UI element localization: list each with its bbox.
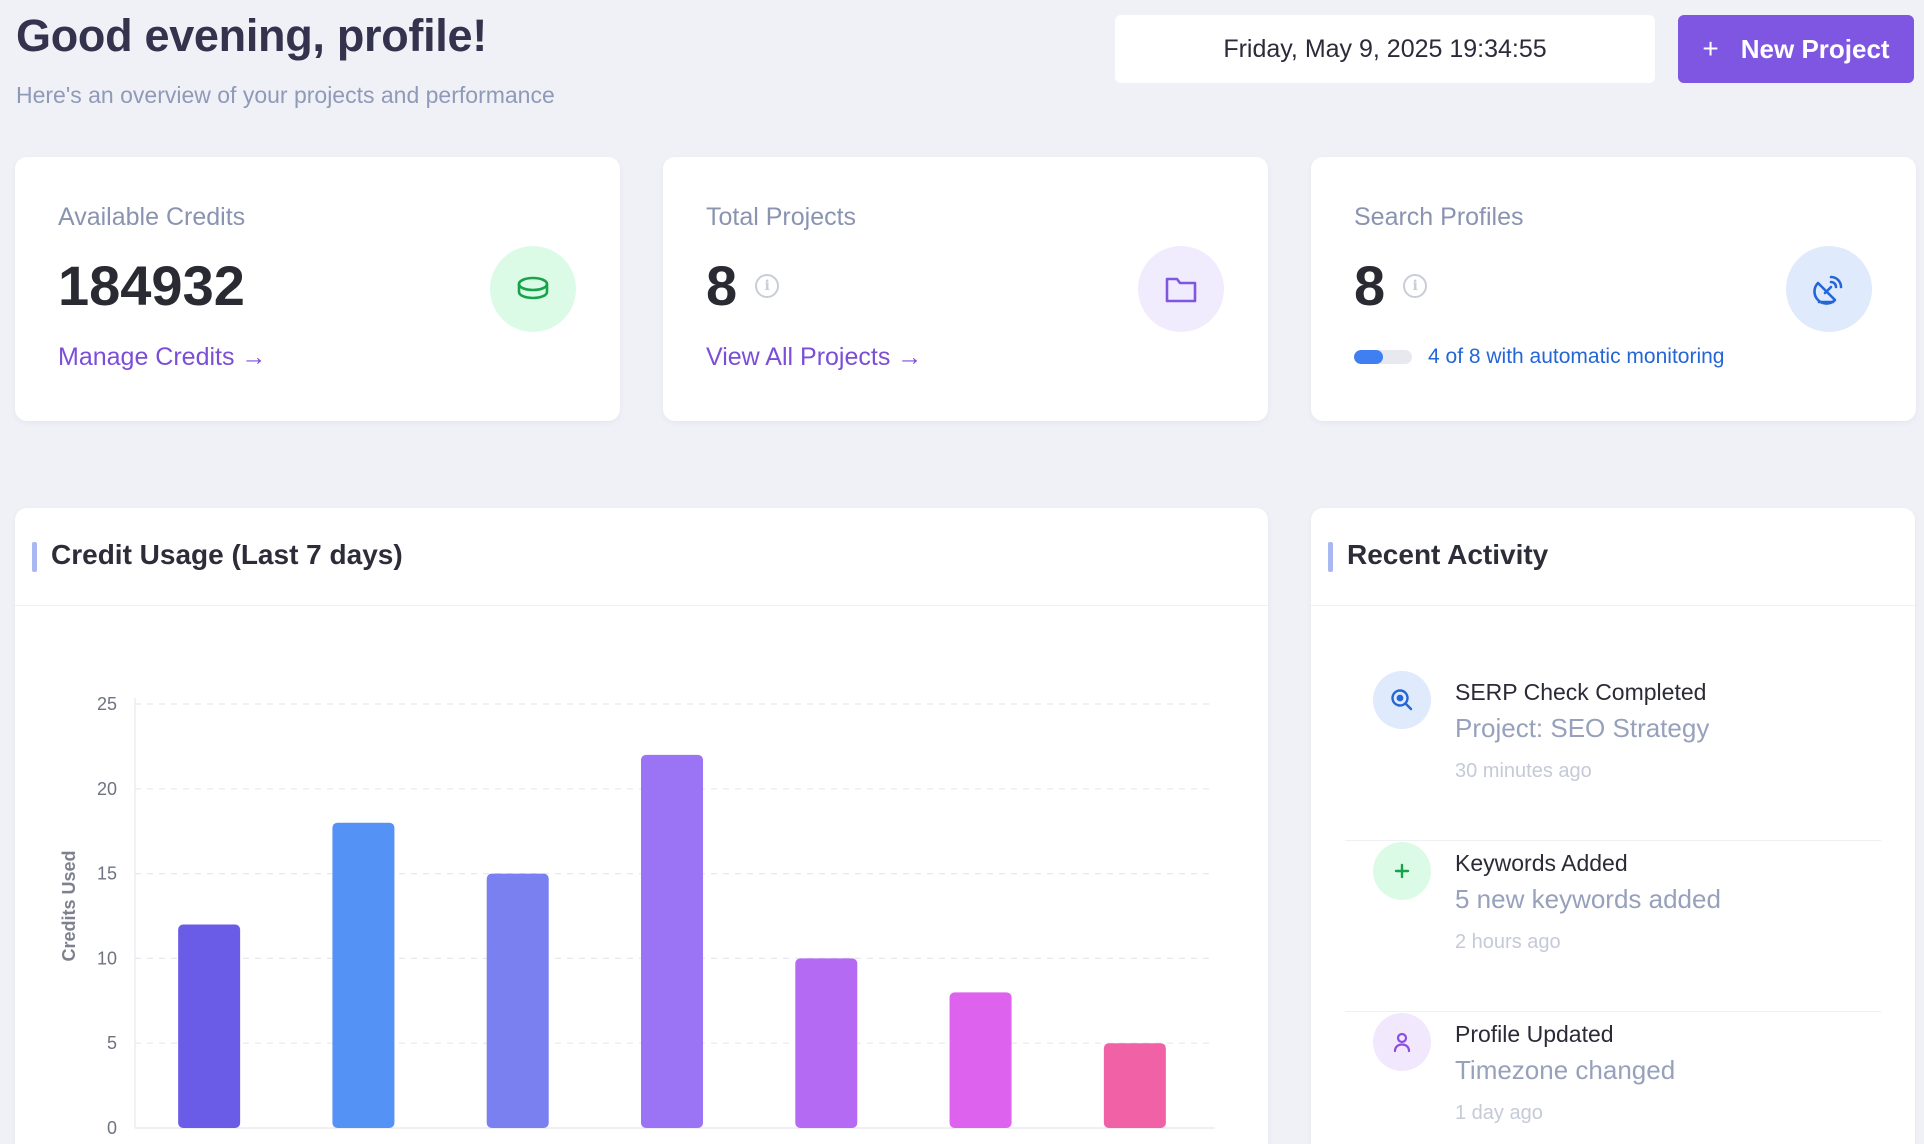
search-check-icon: [1373, 671, 1431, 729]
projects-label: Total Projects: [706, 203, 857, 231]
y-tick-label: 10: [97, 948, 117, 968]
profiles-label: Search Profiles: [1354, 203, 1524, 231]
projects-number: 8: [706, 254, 738, 317]
activity-description: 5 new keywords added: [1455, 884, 1721, 914]
credits-number: 184932: [58, 254, 245, 317]
activity-time: 1 day ago: [1455, 1102, 1543, 1124]
info-icon[interactable]: i: [755, 273, 780, 298]
y-tick-label: 0: [107, 1118, 117, 1138]
activity-description: Project: SEO Strategy: [1455, 713, 1710, 743]
credit-usage-panel: Credit Usage (Last 7 days) 0 5 10 15 20 25 Cre…: [15, 508, 1268, 1144]
bar-wed: [486, 873, 549, 1128]
activity-description: Timezone changed: [1455, 1055, 1676, 1085]
projects-value: 8 i: [706, 253, 780, 318]
total-projects-card: Total Projects 8 i View All Projects →: [663, 157, 1268, 421]
y-tick-label: 25: [97, 694, 117, 714]
info-icon[interactable]: i: [1403, 273, 1428, 298]
credit-usage-header: Credit Usage (Last 7 days): [15, 508, 1268, 606]
accent-bar: [32, 542, 37, 572]
new-project-label: New Project: [1740, 33, 1890, 64]
search-profiles-card: Search Profiles 8 i 4 of 8 with automati…: [1311, 157, 1916, 421]
monitoring-progress-fill: [1354, 350, 1383, 364]
activity-time: 2 hours ago: [1455, 931, 1561, 953]
profiles-value: 8 i: [1354, 253, 1428, 318]
available-credits-card: Available Credits 184932 Manage Credits …: [15, 157, 620, 421]
credit-usage-title: Credit Usage (Last 7 days): [51, 539, 403, 570]
view-all-projects-link[interactable]: View All Projects →: [706, 343, 923, 371]
activity-title: Keywords Added: [1455, 850, 1628, 876]
activity-item[interactable]: Keywords Added 5 new keywords added 2 ho…: [1345, 842, 1881, 1012]
activity-time: 30 minutes ago: [1455, 760, 1592, 782]
monitoring-status: 4 of 8 with automatic monitoring: [1354, 345, 1724, 369]
credits-value: 184932: [58, 253, 245, 318]
bar-tue: [332, 822, 395, 1128]
activity-item[interactable]: Profile Updated Timezone changed 1 day a…: [1345, 1013, 1881, 1144]
current-datetime: Friday, May 9, 2025 19:34:55: [1115, 15, 1655, 83]
page-title: Good evening, profile!: [16, 10, 487, 61]
user-icon: [1373, 1013, 1431, 1071]
new-project-button[interactable]: + New Project: [1678, 15, 1914, 83]
monitoring-text: 4 of 8 with automatic monitoring: [1428, 345, 1725, 368]
monitoring-progress-bar: [1354, 350, 1412, 364]
y-tick-label: 5: [107, 1033, 117, 1053]
y-axis-label: Credits Used: [59, 850, 79, 961]
folder-icon: [1138, 246, 1224, 332]
bar-sun: [1103, 1043, 1166, 1128]
coins-icon: [490, 246, 576, 332]
y-tick-label: 20: [97, 779, 117, 799]
plus-icon: [1373, 842, 1431, 900]
activity-title: Profile Updated: [1455, 1021, 1614, 1047]
activity-item[interactable]: SERP Check Completed Project: SEO Strate…: [1345, 671, 1881, 841]
recent-activity-header: Recent Activity: [1311, 508, 1915, 606]
plus-icon: +: [1702, 33, 1719, 64]
credits-label: Available Credits: [58, 203, 246, 231]
satellite-dish-icon: [1786, 246, 1872, 332]
bar-sat: [949, 992, 1012, 1128]
recent-activity-title: Recent Activity: [1347, 539, 1549, 570]
manage-credits-link[interactable]: Manage Credits →: [58, 343, 267, 371]
bar-thu: [641, 754, 703, 1128]
bar-mon: [178, 924, 241, 1128]
recent-activity-panel: Recent Activity SERP Check Completed Pro…: [1311, 508, 1915, 1144]
page-subtitle: Here's an overview of your projects and …: [16, 82, 555, 108]
accent-bar: [1328, 542, 1333, 572]
bar-fri: [795, 958, 858, 1128]
activity-title: SERP Check Completed: [1455, 679, 1707, 705]
y-tick-label: 15: [97, 864, 117, 884]
profiles-number: 8: [1354, 254, 1386, 317]
